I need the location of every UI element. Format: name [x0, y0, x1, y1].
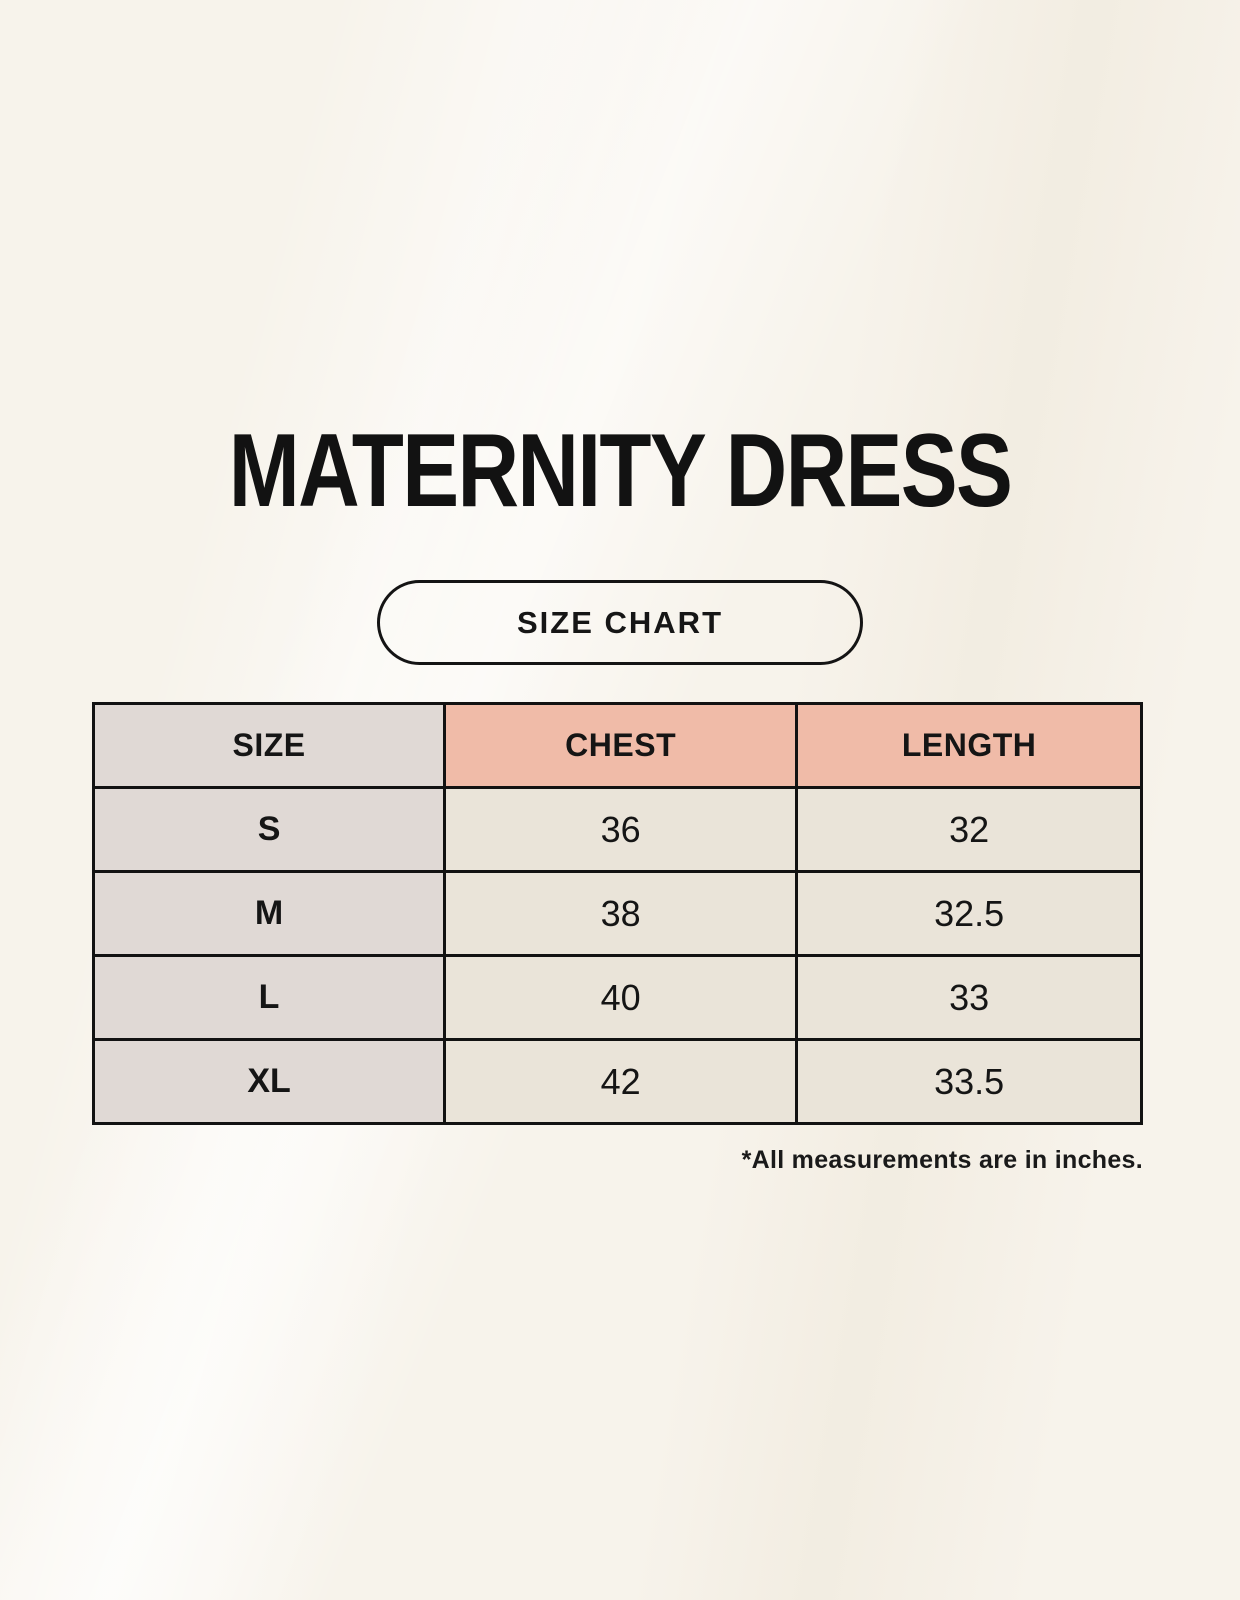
header-cell-size: SIZE	[91, 702, 447, 789]
table-row-l: L 40 33	[91, 954, 1143, 1041]
page-title: MATERNITY DRESS	[228, 413, 1013, 529]
chest-value: 42	[443, 1038, 799, 1125]
size-label: L	[91, 954, 447, 1041]
length-value: 33	[795, 954, 1143, 1041]
table-row-xl: XL 42 33.5	[91, 1038, 1143, 1125]
size-chart-badge: SIZE CHART	[377, 580, 863, 665]
table-header-row: SIZE CHEST LENGTH	[91, 702, 1143, 789]
size-label: M	[91, 870, 447, 957]
table-row-m: M 38 32.5	[91, 870, 1143, 957]
header-cell-length: LENGTH	[795, 702, 1143, 789]
header-cell-chest: CHEST	[443, 702, 799, 789]
length-value: 32.5	[795, 870, 1143, 957]
length-value: 33.5	[795, 1038, 1143, 1125]
chest-value: 36	[443, 786, 799, 873]
size-label: S	[91, 786, 447, 873]
table-row-s: S 36 32	[91, 786, 1143, 873]
length-value: 32	[795, 786, 1143, 873]
measurements-footnote: *All measurements are in inches.	[741, 1146, 1143, 1174]
chest-value: 40	[443, 954, 799, 1041]
size-label: XL	[91, 1038, 447, 1125]
size-table: SIZE CHEST LENGTH S 36 32 M 38 32.5 L 40…	[91, 702, 1143, 1125]
chest-value: 38	[443, 870, 799, 957]
